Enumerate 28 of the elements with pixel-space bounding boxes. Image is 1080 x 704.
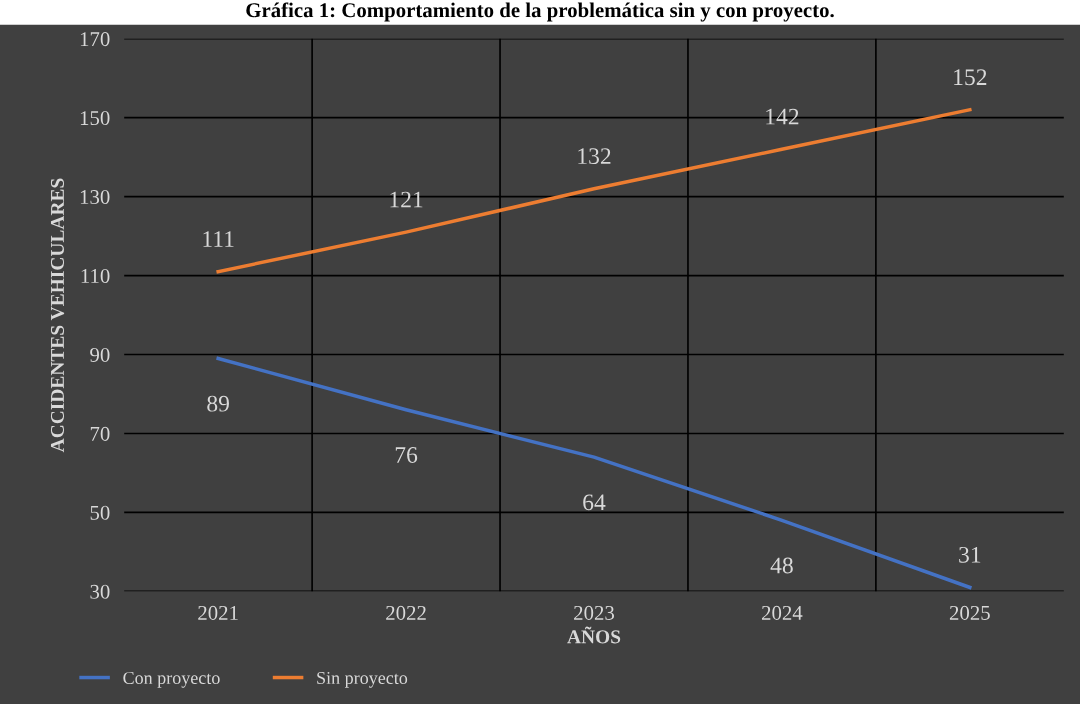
y-tick-label: 170 [80, 32, 110, 47]
y-tick-label: 90 [90, 347, 110, 362]
y-axis-title: ACCIDENTES VEHICULARES [50, 178, 65, 453]
x-tick-label: 2022 [386, 605, 426, 620]
data-label: 142 [766, 108, 799, 125]
x-axis-title: AÑOS [567, 626, 621, 644]
y-tick-label: 130 [80, 189, 110, 205]
data-label: 132 [578, 148, 611, 165]
data-label: 152 [954, 69, 987, 86]
chart-title: Gráfica 1: Comportamiento de la problemática sin y con proyecto. [246, 2, 834, 22]
data-label: 111 [203, 231, 234, 247]
data-label: 48 [770, 557, 793, 574]
data-label: 31 [959, 546, 981, 563]
x-tick-label: 2021 [198, 605, 238, 620]
y-tick-label: 30 [90, 584, 110, 599]
x-tick-label: 2024 [762, 605, 803, 620]
x-tick-label: 2025 [949, 605, 990, 620]
x-tick-label: 2023 [574, 605, 615, 620]
y-tick-label: 110 [81, 268, 110, 283]
data-label: 64 [583, 494, 606, 511]
data-label: 121 [390, 191, 423, 208]
data-label: 89 [207, 395, 229, 412]
legend-label: Con proyecto [123, 671, 220, 688]
data-label: 76 [395, 447, 418, 463]
y-tick-label: 70 [90, 426, 110, 441]
legend-label: Sin proyecto [317, 671, 408, 688]
y-tick-label: 50 [90, 505, 110, 520]
y-tick-label: 150 [80, 111, 110, 126]
